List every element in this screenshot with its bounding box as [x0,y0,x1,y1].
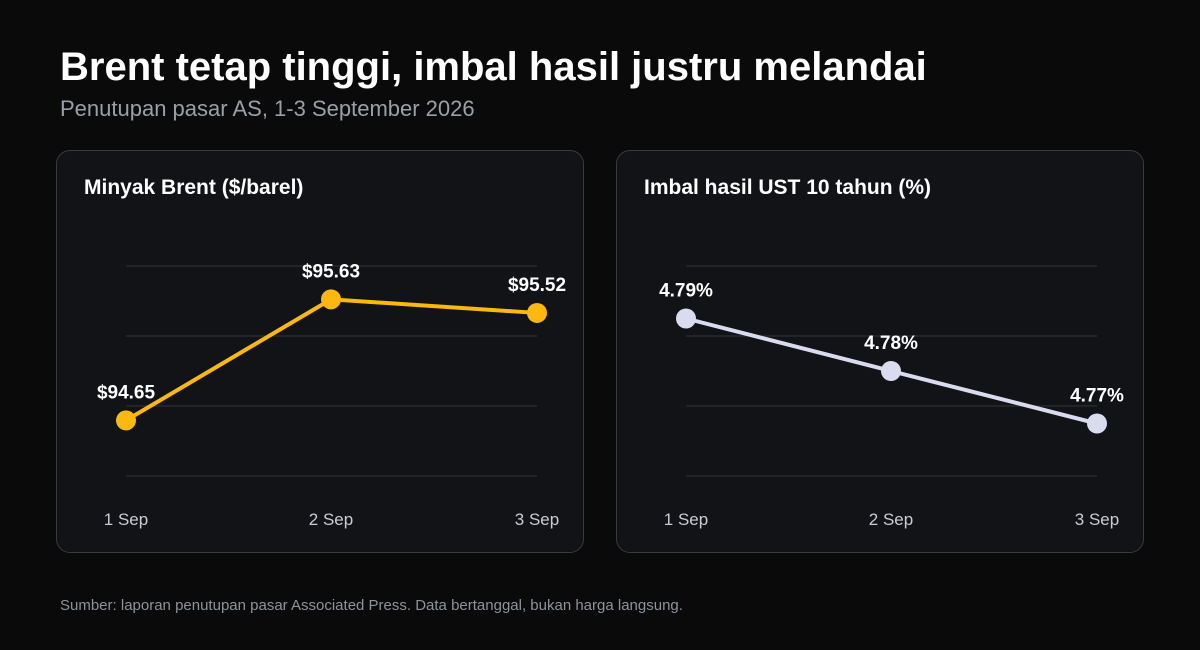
x-tick-label: 3 Sep [1075,510,1119,529]
data-point [116,410,136,431]
data-label: $94.65 [97,382,156,403]
data-point [321,289,341,310]
page-title: Brent tetap tinggi, imbal hasil justru m… [60,45,927,89]
data-label: 4.77% [1070,386,1124,407]
x-tick-label: 3 Sep [515,510,559,529]
series-line [124,297,539,423]
chart-title: Imbal hasil UST 10 tahun (%) [644,176,932,199]
brent-line-chart: $94.65 1 Sep $95.63 2 Sep $95.52 3 Sep [97,261,566,529]
data-label: 4.78% [864,333,918,354]
brent-chart-panel: Minyak Brent ($/barel) $94.65 1 Sep $95.63… [56,150,584,553]
data-label: 4.79% [659,281,713,302]
page-subtitle: Penutupan pasar AS, 1-3 September 2026 [60,96,475,121]
data-point [881,361,901,381]
x-tick-label: 2 Sep [309,510,353,529]
source-footnote: Sumber: laporan penutupan pasar Associat… [60,597,683,614]
data-label: $95.52 [508,275,566,296]
x-tick-label: 2 Sep [869,510,913,529]
data-label: $95.63 [302,261,360,282]
ust-yield-chart-panel: Imbal hasil UST 10 tahun (%) 4.79% 1 Sep 4… [616,150,1144,553]
data-point [527,302,547,323]
ust-yield-line-chart: 4.79% 1 Sep 4.78% 2 Sep 4.77% 3 Sep [659,265,1124,529]
x-tick-label: 1 Sep [104,510,148,529]
x-tick-label: 1 Sep [664,510,708,529]
data-point [676,308,696,329]
chart-title: Minyak Brent ($/barel) [84,176,304,199]
data-point [1087,413,1107,434]
